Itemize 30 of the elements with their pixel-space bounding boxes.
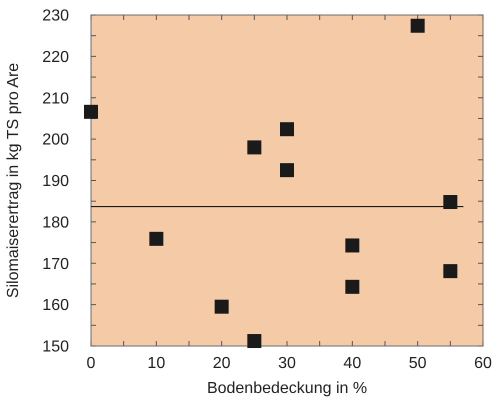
y-tick-label: 220 <box>42 48 70 66</box>
x-tick-label: 30 <box>278 355 296 372</box>
x-tick-label: 50 <box>408 355 427 372</box>
y-tick-label: 200 <box>42 132 70 149</box>
point <box>443 264 458 278</box>
y-tick-label: 160 <box>42 297 70 314</box>
y-tick-label: 170 <box>42 256 70 273</box>
point <box>280 163 294 178</box>
point <box>443 195 458 210</box>
x-axis-title: Bodenbedeckung in % <box>206 380 368 397</box>
point <box>410 18 425 33</box>
y-tick-label: 190 <box>42 173 70 190</box>
point <box>345 280 360 294</box>
point <box>84 104 98 119</box>
point <box>149 232 164 246</box>
point <box>247 334 262 348</box>
point <box>345 238 360 252</box>
x-tick-label: 60 <box>474 355 492 372</box>
y-tick-label: 230 <box>42 8 70 25</box>
y-axis-title: Silomaiserertrag in kg TS pro Are <box>5 62 22 298</box>
y-tick-label: 210 <box>42 90 70 108</box>
point <box>280 122 294 136</box>
x-tick-label: 20 <box>212 355 231 372</box>
x-tick-label: 10 <box>147 355 166 372</box>
y-tick-label: 180 <box>42 214 70 232</box>
y-tick-label: 150 <box>42 338 70 356</box>
point <box>214 300 229 314</box>
point <box>247 140 262 154</box>
x-tick-label: 0 <box>86 355 96 372</box>
x-tick-label: 40 <box>343 355 362 372</box>
